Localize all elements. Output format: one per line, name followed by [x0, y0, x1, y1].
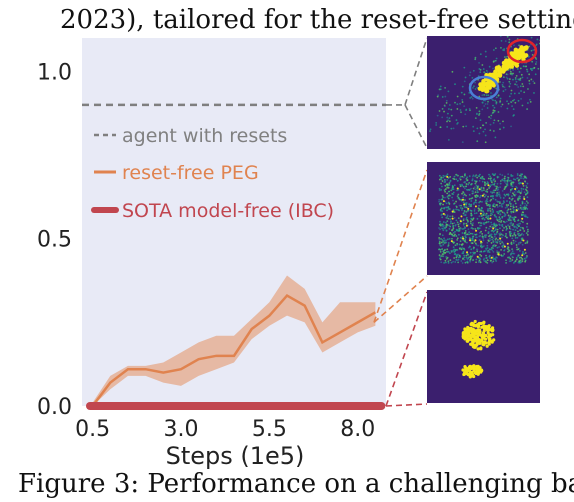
legend-label-ibc: SOTA model-free (IBC) — [122, 200, 334, 222]
tick-layer: 0.00.51.00.5 3.0 5.5 8.0 — [37, 60, 375, 442]
thumbnail-layer — [427, 36, 540, 403]
series-line-layer — [82, 103, 386, 410]
x-tick-label: 5.5 — [252, 417, 287, 442]
connector-ibc-bottom — [385, 403, 428, 407]
y-tick-label: 0.5 — [37, 228, 72, 253]
peg-series-line — [91, 294, 377, 407]
x-axis-label: Steps (1e5) — [166, 442, 305, 470]
connector-reset-top — [404, 37, 428, 106]
thumbnail-peg — [427, 162, 540, 275]
connector-ibc-top — [385, 291, 428, 407]
goal-circle-red — [506, 38, 538, 64]
legend-label-reset: agent with resets — [122, 125, 287, 147]
thumbnail-ibc — [427, 290, 540, 403]
x-tick-label: 3.0 — [163, 417, 198, 442]
caption-top: 2023), tailored for the reset-free setti… — [60, 5, 574, 35]
connector-peg-bottom — [373, 275, 428, 323]
thumbnail-reset — [427, 36, 540, 149]
legend-label-peg: reset-free PEG — [122, 162, 259, 184]
connector-layer — [373, 37, 428, 407]
connector-reset-bottom — [404, 104, 428, 149]
start-circle-blue — [468, 75, 500, 101]
x-tick-label: 0.5 — [75, 417, 110, 442]
y-tick-label: 0.0 — [37, 395, 72, 420]
legend: agent with resets reset-free PEG SOTA mo… — [91, 125, 334, 222]
connector-peg-top — [373, 169, 428, 323]
y-tick-label: 1.0 — [37, 60, 72, 85]
x-tick-label: 8.0 — [340, 417, 375, 442]
caption-bottom: Figure 3: Performance on a challenging b… — [18, 469, 574, 499]
